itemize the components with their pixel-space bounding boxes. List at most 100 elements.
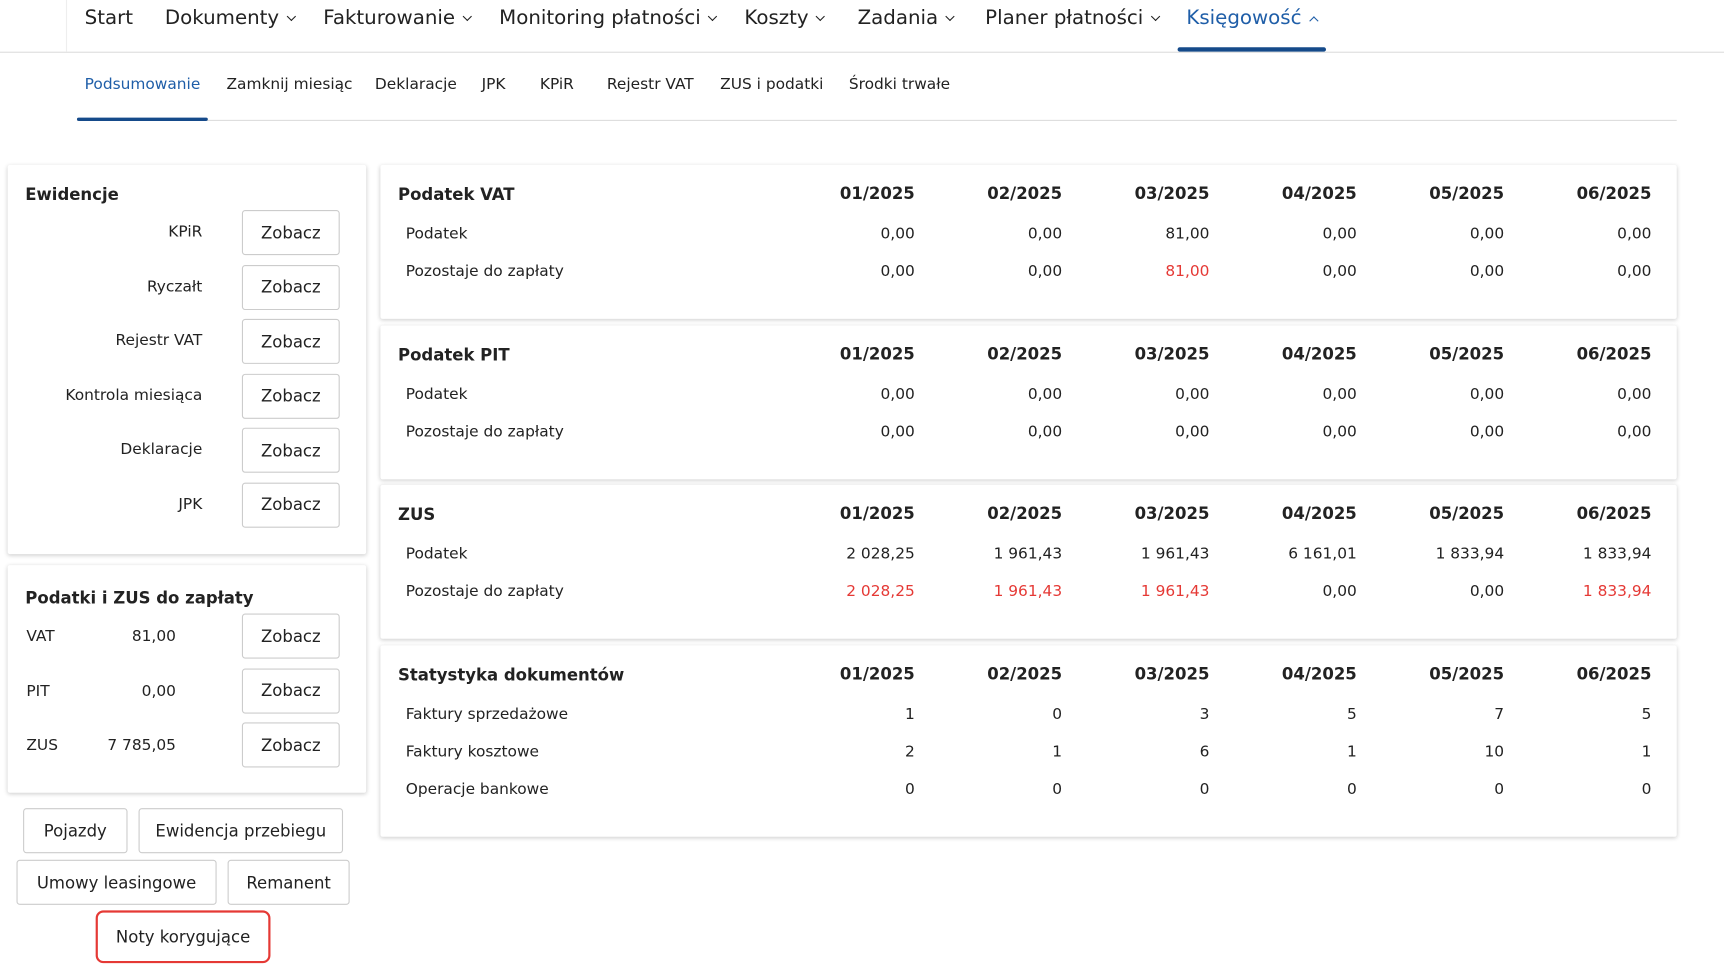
cell-value: 1 833,94 bbox=[1582, 545, 1652, 563]
subnav-item[interactable]: ZUS i podatki bbox=[720, 75, 824, 94]
nav-label[interactable]: Planer płatności bbox=[985, 6, 1144, 30]
row-label: JPK bbox=[178, 495, 203, 513]
column-header: 05/2025 bbox=[1429, 344, 1505, 364]
subnav-item[interactable]: KPiR bbox=[539, 75, 574, 94]
column-header: 05/2025 bbox=[1429, 664, 1505, 684]
chevron[interactable] bbox=[945, 11, 955, 22]
nav-item[interactable]: Monitoring płatności bbox=[499, 6, 718, 52]
zobacz-button[interactable]: Zobacz bbox=[241, 264, 340, 310]
action-button[interactable]: Noty korygujące bbox=[95, 910, 271, 964]
chevron[interactable] bbox=[462, 11, 472, 22]
cell-value: 3 bbox=[1199, 705, 1210, 724]
nav-label[interactable]: Start bbox=[84, 6, 134, 30]
nav-label[interactable]: Koszty bbox=[744, 6, 809, 30]
action-button[interactable]: Umowy leasingowe bbox=[16, 859, 217, 905]
cell-value: 0,00 bbox=[1469, 262, 1505, 281]
cell-value: 0 bbox=[1494, 780, 1505, 799]
zobacz-button[interactable]: Zobacz bbox=[241, 210, 340, 256]
cell-value: 1 833,94 bbox=[1582, 582, 1652, 601]
row-label: ZUS bbox=[26, 736, 58, 755]
cell-value: 0,00 bbox=[1469, 385, 1505, 404]
row-name: Podatek bbox=[405, 545, 468, 563]
column-header: 01/2025 bbox=[839, 183, 915, 204]
row-name: Faktury sprzedażowe bbox=[405, 705, 569, 724]
chevron[interactable] bbox=[1308, 16, 1319, 26]
nav-item[interactable]: Zadania bbox=[857, 6, 955, 52]
column-header: 04/2025 bbox=[1281, 664, 1357, 684]
zobacz-button[interactable]: Zobacz bbox=[241, 667, 340, 714]
zobacz-button[interactable]: Zobacz bbox=[241, 373, 340, 419]
subnav-item[interactable]: Podsumowanie bbox=[76, 76, 209, 121]
nav-label[interactable]: Zadania bbox=[857, 6, 939, 30]
card-title: Podatki i ZUS do zapłaty bbox=[25, 588, 254, 609]
nav-item[interactable]: Księgowość bbox=[1177, 6, 1326, 52]
zobacz-button[interactable]: Zobacz bbox=[241, 318, 340, 364]
subnav-item[interactable]: Rejestr VAT bbox=[606, 75, 694, 94]
cell-value: 10 bbox=[1484, 743, 1505, 761]
cell-value: 5 bbox=[1641, 705, 1652, 724]
row-name: Pozostaje do zapłaty bbox=[405, 262, 564, 281]
column-header: 01/2025 bbox=[839, 344, 915, 364]
cell-value: 2 bbox=[904, 743, 915, 761]
action-button[interactable]: Pojazdy bbox=[23, 808, 128, 854]
subnav-item[interactable]: Deklaracje bbox=[374, 75, 457, 94]
table-title: Statystyka dokumentów bbox=[398, 665, 625, 685]
cell-value: 0,00 bbox=[880, 262, 915, 281]
cell-value: 0,00 bbox=[880, 225, 915, 243]
row-label: Kontrola miesiąca bbox=[65, 386, 203, 405]
cell-value: 2 028,25 bbox=[846, 582, 915, 601]
cell-value: 0,00 bbox=[1617, 225, 1652, 243]
top-nav: Start Dokumenty Fakturowanie Monitoring pła… bbox=[0, 0, 1724, 53]
cell-value: 1 833,94 bbox=[1435, 545, 1505, 563]
cell-value: 0,00 bbox=[1322, 225, 1357, 243]
row-value: 0,00 bbox=[141, 682, 176, 700]
zobacz-button[interactable]: Zobacz bbox=[241, 613, 340, 659]
column-header: 05/2025 bbox=[1429, 183, 1505, 204]
chevron[interactable] bbox=[816, 11, 826, 22]
summary-card: Podatek PIT 01/2025 02/2025 03/2025 04/2025 0… bbox=[380, 325, 1677, 480]
row-value: 81,00 bbox=[131, 627, 176, 646]
nav-item[interactable]: Koszty bbox=[744, 6, 826, 52]
action-button[interactable]: Remanent bbox=[227, 859, 350, 905]
column-header: 03/2025 bbox=[1134, 344, 1210, 364]
nav-label[interactable]: Fakturowanie bbox=[323, 6, 456, 30]
nav-item[interactable]: Fakturowanie bbox=[323, 6, 472, 52]
cell-value: 0,00 bbox=[880, 385, 915, 404]
action-button[interactable]: Ewidencja przebiegu bbox=[138, 808, 344, 854]
cell-value: 6 161,01 bbox=[1288, 545, 1357, 563]
nav-item[interactable]: Start bbox=[85, 7, 133, 52]
cell-value: 0 bbox=[1346, 780, 1357, 799]
nav-label[interactable]: Dokumenty bbox=[164, 6, 280, 30]
row-name: Operacje bankowe bbox=[405, 780, 549, 799]
zobacz-button[interactable]: Zobacz bbox=[241, 482, 340, 528]
cell-value: 2 028,25 bbox=[846, 545, 915, 563]
cell-value: 1 961,43 bbox=[1140, 582, 1210, 601]
cell-value: 5 bbox=[1346, 705, 1357, 724]
cell-value: 0,00 bbox=[1027, 423, 1063, 441]
cell-value: 1 bbox=[1052, 743, 1063, 761]
chevron[interactable] bbox=[286, 11, 296, 22]
cell-value: 0,00 bbox=[1027, 385, 1063, 404]
column-header: 02/2025 bbox=[987, 344, 1063, 364]
column-header: 01/2025 bbox=[839, 664, 915, 684]
nav-label[interactable]: Księgowość bbox=[1186, 6, 1302, 30]
column-header: 06/2025 bbox=[1576, 503, 1652, 524]
nav-label[interactable]: Monitoring płatności bbox=[499, 6, 701, 30]
row-name: Pozostaje do zapłaty bbox=[405, 423, 564, 441]
chevron[interactable] bbox=[1150, 11, 1161, 22]
zobacz-button[interactable]: Zobacz bbox=[241, 427, 340, 473]
nav-item[interactable]: Planer płatności bbox=[985, 6, 1161, 52]
subnav-item[interactable]: Środki trwałe bbox=[848, 75, 951, 94]
zobacz-button[interactable]: Zobacz bbox=[241, 722, 340, 768]
summary-card: Statystyka dokumentów 01/2025 02/2025 03/20… bbox=[380, 645, 1677, 837]
subnav-item[interactable]: JPK bbox=[481, 75, 506, 94]
cell-value: 1 961,43 bbox=[993, 545, 1063, 563]
subnav-item[interactable]: Zamknij miesiąc bbox=[226, 75, 353, 94]
nav-item[interactable]: Dokumenty bbox=[164, 6, 296, 52]
cell-value: 0,00 bbox=[1469, 225, 1505, 243]
row-name: Faktury kosztowe bbox=[405, 743, 540, 761]
column-header: 03/2025 bbox=[1134, 664, 1210, 684]
chevron[interactable] bbox=[708, 11, 718, 22]
